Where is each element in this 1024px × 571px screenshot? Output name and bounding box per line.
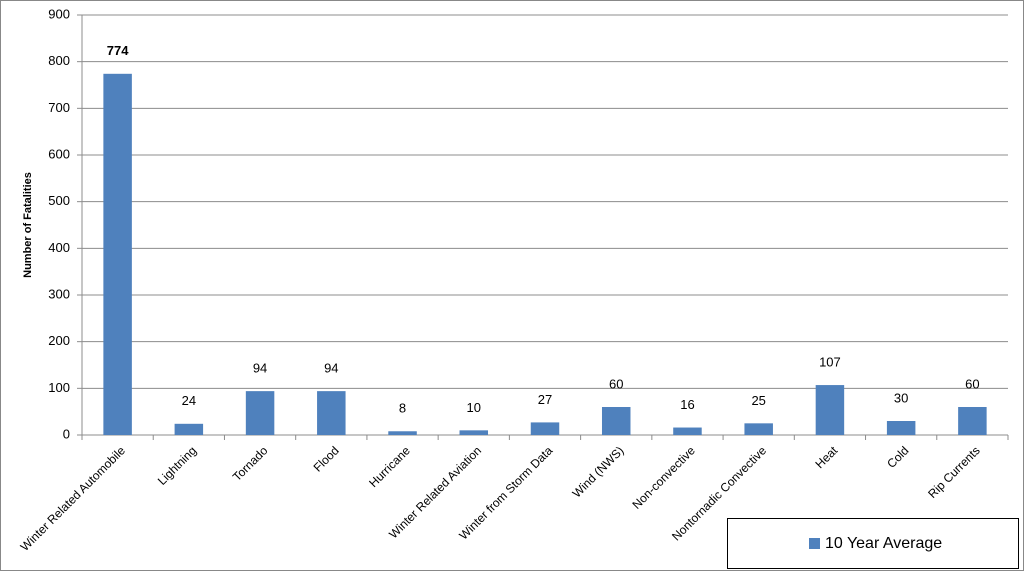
bar: [530, 422, 560, 435]
y-tick-label: 300: [48, 286, 70, 301]
y-tick-label: 200: [48, 333, 70, 348]
data-label: 94: [253, 361, 267, 376]
y-tick-label: 800: [48, 53, 70, 68]
y-tick-label: 700: [48, 100, 70, 115]
data-label: 60: [965, 376, 979, 391]
y-tick-label: 500: [48, 193, 70, 208]
bar: [958, 407, 987, 435]
bar: [317, 391, 346, 435]
legend-swatch: [809, 538, 820, 549]
bar: [886, 421, 916, 435]
bar: [245, 391, 275, 435]
y-tick-label: 600: [48, 146, 70, 161]
data-label: 16: [680, 397, 694, 412]
bar: [174, 423, 204, 435]
data-label: 60: [609, 376, 623, 391]
data-label: 25: [751, 393, 765, 408]
bar: [815, 385, 845, 435]
data-label: 8: [399, 401, 406, 416]
data-label: 107: [819, 355, 841, 370]
bar: [744, 423, 773, 435]
data-label: 24: [182, 393, 196, 408]
data-label: 94: [324, 361, 338, 376]
bar: [388, 431, 417, 435]
legend-box: [727, 518, 1019, 569]
bar: [673, 427, 702, 435]
bar: [103, 73, 132, 436]
y-tick-label: 100: [48, 380, 70, 395]
data-label: 774: [107, 43, 129, 58]
bar: [601, 407, 631, 435]
y-tick-label: 400: [48, 240, 70, 255]
y-tick-label: 0: [63, 426, 70, 441]
data-label: 27: [538, 392, 552, 407]
y-tick-label: 900: [48, 6, 70, 21]
data-label: 10: [467, 400, 481, 415]
legend-label: 10 Year Average: [825, 535, 942, 552]
data-label: 30: [894, 390, 908, 405]
bar: [459, 430, 489, 435]
y-axis-label: Number of Fatalities: [22, 172, 34, 278]
